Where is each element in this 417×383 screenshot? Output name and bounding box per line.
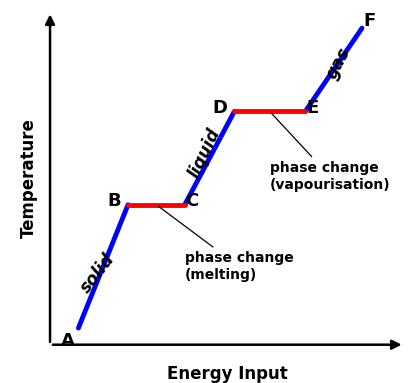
Text: liquid: liquid (185, 125, 224, 181)
Text: F: F (363, 13, 375, 31)
Text: C: C (185, 192, 198, 210)
Text: D: D (213, 99, 228, 117)
Text: B: B (107, 192, 121, 210)
Text: phase change
(vapourisation): phase change (vapourisation) (270, 113, 390, 192)
Text: Energy Input: Energy Input (167, 365, 288, 383)
Text: A: A (61, 332, 75, 350)
Text: gas: gas (323, 44, 354, 82)
Text: solid: solid (77, 250, 119, 296)
Text: phase change
(melting): phase change (melting) (158, 206, 294, 282)
Text: Temperature: Temperature (20, 118, 38, 238)
Text: E: E (306, 99, 319, 117)
